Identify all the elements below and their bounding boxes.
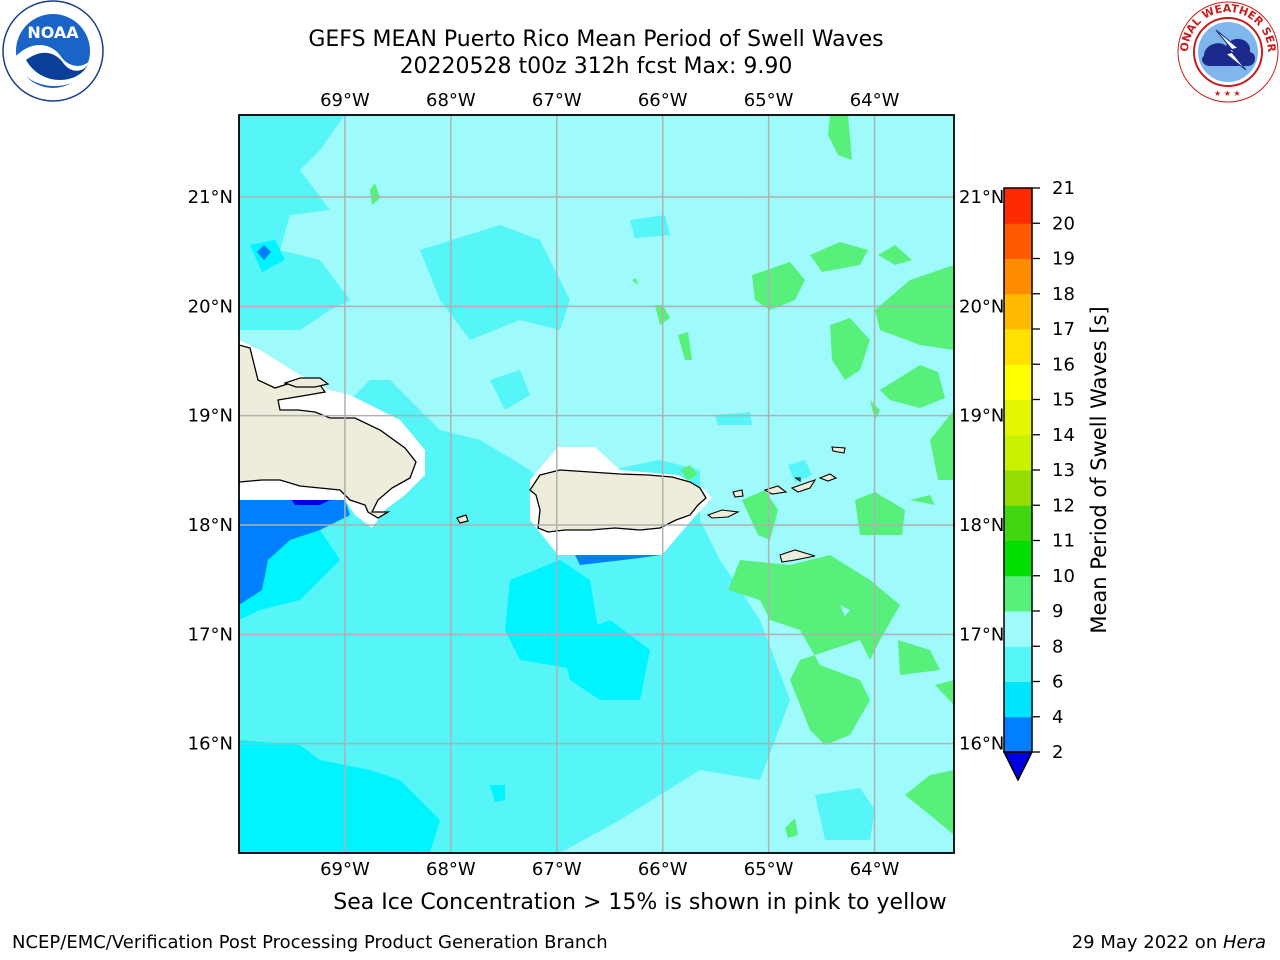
lat-label-left: 16°N [188, 734, 233, 755]
colorbar-band [1004, 470, 1032, 506]
colorbar-tick-label: 4 [1052, 707, 1063, 728]
colorbar-band [1004, 364, 1032, 400]
virgin-islands-land [706, 446, 846, 563]
footer-date-text: 29 May 2022 on [1071, 932, 1223, 953]
lat-label-right: 21°N [959, 187, 1004, 208]
colorbar-tick-label: 14 [1052, 425, 1075, 446]
map-frame [238, 114, 955, 854]
lat-label-right: 18°N [959, 515, 1004, 536]
field-9-10 [370, 115, 954, 838]
lat-label-left: 17°N [188, 624, 233, 645]
lon-label-bottom: 69°W [320, 859, 370, 880]
colorbar-band [1004, 611, 1032, 647]
footer-host: Hera [1222, 932, 1266, 953]
lon-label-bottom: 68°W [426, 859, 476, 880]
colorbar-tick-label: 8 [1052, 636, 1063, 657]
colorbar-band [1004, 505, 1032, 541]
colorbar-tick-label: 15 [1052, 390, 1075, 411]
colorbar-band [1004, 293, 1032, 330]
colorbar-band [1004, 399, 1032, 436]
swell-period-field [239, 115, 954, 853]
colorbar-label: Mean Period of Swell Waves [s] [1087, 306, 1111, 633]
sea-ice-note: Sea Ice Concentration > 15% is shown in … [333, 890, 947, 915]
colorbar-band [1004, 434, 1032, 471]
lon-label-bottom: 66°W [638, 859, 688, 880]
colorbar-tick-label: 21 [1052, 178, 1075, 199]
lon-label-top: 69°W [320, 90, 370, 111]
field-4-6 [239, 240, 650, 853]
lat-label-left: 20°N [188, 296, 233, 317]
colorbar-tick-label: 12 [1052, 495, 1075, 516]
lat-label-right: 19°N [959, 406, 1004, 427]
colorbar-under-arrow [1002, 751, 1034, 782]
lat-label-right: 20°N [959, 296, 1004, 317]
chart-subtitle: 20220528 t00z 312h fcst Max: 9.90 [399, 54, 793, 79]
colorbar-tick-label: 11 [1052, 531, 1075, 552]
colorbar-tick-label: 9 [1052, 601, 1063, 622]
colorbar-tick-label: 13 [1052, 460, 1075, 481]
colorbar-tick-label: 16 [1052, 354, 1075, 375]
lon-label-bottom: 65°W [744, 859, 794, 880]
nws-logo: NATIONAL WEATHER SERVICE ★ ★ ★ [1176, 0, 1279, 103]
lon-labels-top: 69°W 68°W 67°W 66°W 65°W 64°W [320, 90, 900, 111]
colorbar-tick-label: 6 [1052, 672, 1063, 693]
hispaniola-land [239, 344, 417, 519]
noaa-logo: NOAA [2, 0, 104, 102]
noaa-logo-text: NOAA [27, 23, 79, 42]
chart-title: GEFS MEAN Puerto Rico Mean Period of Swe… [308, 27, 884, 52]
colorbar-band [1004, 223, 1032, 259]
lon-label-bottom: 67°W [532, 859, 582, 880]
colorbar-band [1004, 575, 1032, 612]
tortuga-island [283, 377, 330, 388]
lon-label-top: 67°W [532, 90, 582, 111]
colorbar-band [1004, 646, 1032, 682]
lat-label-right: 16°N [959, 734, 1004, 755]
graticule [239, 115, 954, 853]
lon-label-top: 64°W [850, 90, 900, 111]
lon-label-top: 65°W [744, 90, 794, 111]
lon-labels-bottom: 69°W 68°W 67°W 66°W 65°W 64°W [320, 859, 900, 880]
colorbar-band [1004, 329, 1032, 365]
lat-label-left: 21°N [188, 187, 233, 208]
lat-label-right: 17°N [959, 624, 1004, 645]
lat-label-left: 19°N [188, 406, 233, 427]
lat-label-left: 18°N [188, 515, 233, 536]
colorbar-tick-label: 18 [1052, 284, 1075, 305]
colorbar-tick-label: 17 [1052, 319, 1075, 340]
lat-labels-right: 21°N 20°N 19°N 18°N 17°N 16°N [959, 187, 1004, 755]
footer-date: 29 May 2022 on Hera [1072, 932, 1266, 953]
lat-labels-left: 21°N 20°N 19°N 18°N 17°N 16°N [188, 187, 233, 755]
colorbar-tick-label: 20 [1052, 213, 1075, 234]
colorbar-band [1004, 188, 1032, 224]
field-2-4 [239, 245, 660, 605]
field-under-2 [292, 500, 330, 505]
colorbar-tick-label: 19 [1052, 249, 1075, 270]
colorbar-band [1004, 716, 1032, 753]
colorbar-band [1004, 258, 1032, 295]
footer-credit: NCEP/EMC/Verification Post Processing Pr… [12, 932, 608, 953]
colorbar-tick-label: 10 [1052, 566, 1075, 587]
colorbar-bands [1002, 187, 1034, 782]
colorbar-band [1004, 681, 1032, 718]
lon-label-bottom: 64°W [850, 859, 900, 880]
colorbar-ticks: 2 4 6 8 9 10 11 12 13 14 15 16 17 18 19 20 21 [1032, 178, 1075, 763]
mona-island [456, 514, 469, 524]
lon-label-top: 66°W [638, 90, 688, 111]
colorbar-tick-label: 2 [1052, 742, 1063, 763]
svg-text:★ ★ ★: ★ ★ ★ [1214, 89, 1241, 98]
colorbar-band [1004, 540, 1032, 577]
lon-label-top: 68°W [426, 90, 476, 111]
